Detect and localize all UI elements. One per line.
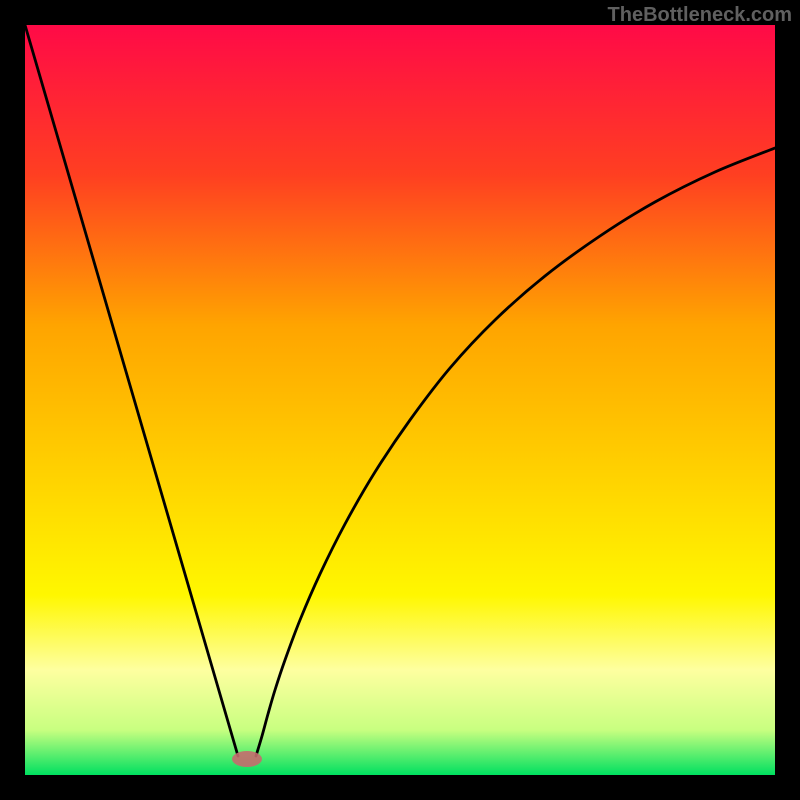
- watermark-text: TheBottleneck.com: [608, 4, 792, 27]
- plot-area: [25, 25, 775, 775]
- chart-frame: TheBottleneck.com: [0, 0, 800, 800]
- chart-svg: [25, 25, 775, 775]
- gradient-background: [25, 25, 775, 775]
- minimum-marker: [232, 751, 262, 767]
